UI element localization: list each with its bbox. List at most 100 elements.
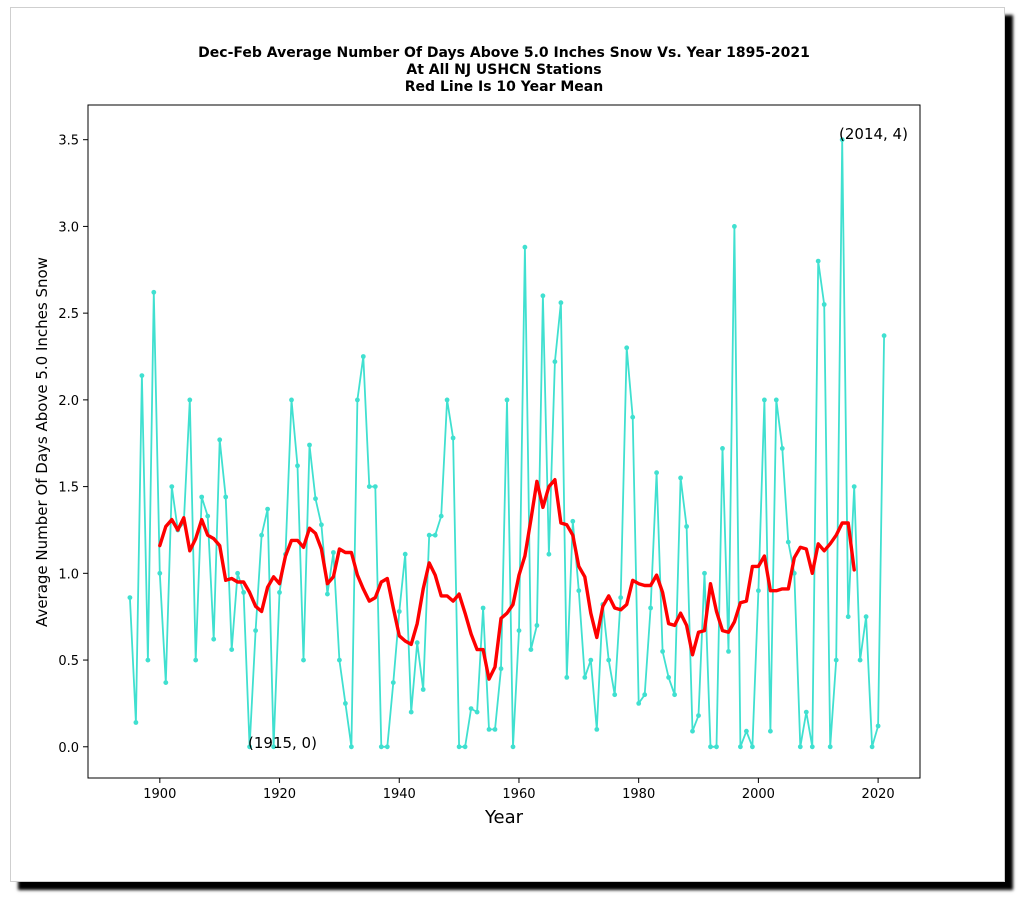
yearly-data-point [307, 442, 312, 448]
y-axis-ticks: 0.0 0.5 1.0 1.5 2.0 2.5 3.0 3.5 [58, 134, 88, 756]
yearly-data-point [462, 744, 468, 750]
yearly-data-point [205, 513, 211, 519]
yearly-data-point [360, 354, 366, 359]
yearly-data-point [612, 692, 618, 698]
yearly-data-point [672, 692, 677, 698]
yearly-data-point [570, 518, 576, 524]
x-tick-label: 2020 [862, 787, 895, 802]
yearly-data-point [588, 657, 594, 663]
yearly-data-point [331, 550, 336, 555]
yearly-data-point [558, 300, 564, 306]
yearly-data-point [474, 709, 480, 715]
yearly-data-point [151, 289, 157, 295]
yearly-data-point [660, 649, 665, 654]
yearly-data-point [133, 720, 139, 725]
yearly-data-point [582, 675, 588, 680]
yearly-data-point [845, 614, 851, 620]
yearly-data-point [456, 744, 462, 750]
yearly-data-point [313, 496, 318, 502]
yearly-data-point [738, 744, 743, 750]
y-axis-label: Average Number Of Days Above 5.0 Inches … [33, 257, 51, 627]
yearly-data-point [163, 680, 169, 685]
yearly-data-point [504, 397, 510, 403]
annotation-min: (1915, 0) [248, 734, 317, 752]
yearly-data-point [450, 435, 456, 441]
yearly-data-point [768, 728, 773, 734]
y-tick-label: 1.5 [58, 481, 79, 496]
yearly-data-point [528, 647, 534, 652]
yearly-data-point [773, 397, 779, 403]
yearly-data-point [187, 397, 193, 403]
yearly-data-point [696, 713, 701, 718]
yearly-data-point [552, 359, 558, 365]
yearly-data-point [265, 506, 270, 512]
yearly-data-point [438, 513, 444, 519]
yearly-data-point [720, 446, 725, 451]
yearly-data-point [396, 609, 402, 614]
title-line-1: Dec-Feb Average Number Of Days Above 5.0… [198, 45, 810, 61]
yearly-data-point [522, 244, 528, 250]
yearly-data-point [325, 591, 330, 597]
yearly-data-point [690, 728, 695, 734]
series-group [127, 137, 887, 750]
yearly-data-point [235, 570, 241, 576]
yearly-data-point [492, 727, 498, 732]
yearly-data-point [564, 675, 570, 680]
title-line-2: At All NJ USHCN Stations [406, 62, 601, 78]
yearly-data-point [762, 397, 767, 403]
yearly-data-point [839, 137, 845, 143]
y-tick-label: 0.5 [58, 654, 79, 669]
yearly-data-point [516, 628, 522, 633]
yearly-data-point [390, 680, 396, 685]
yearly-data-point [295, 463, 300, 469]
yearly-data-point [624, 345, 630, 351]
yearly-data-point [378, 744, 384, 750]
yearly-data-point [127, 595, 133, 600]
yearly-data-point [169, 484, 175, 489]
yearly-data-point [636, 701, 642, 706]
yearly-data-point [851, 484, 857, 489]
yearly-data-point [193, 657, 199, 663]
yearly-data-point [648, 605, 653, 611]
yearly-data-point [702, 570, 707, 576]
x-tick-label: 1940 [383, 787, 416, 802]
x-axis-label: Year [484, 807, 524, 828]
title-line-3: Red Line Is 10 Year Mean [405, 79, 603, 95]
yearly-data-point [606, 657, 612, 663]
yearly-data-point [708, 744, 713, 750]
x-tick-label: 1960 [502, 787, 535, 802]
yearly-data-point [343, 701, 348, 706]
yearly-data-point [618, 595, 624, 600]
yearly-data-point [869, 744, 875, 750]
yearly-data-point [785, 539, 791, 545]
yearly-data-point [337, 657, 342, 663]
yearly-data-point [199, 494, 205, 500]
yearly-data-point [432, 532, 438, 538]
yearly-data-point [875, 723, 881, 729]
yearly-data-point [756, 588, 761, 594]
yearly-data-point [803, 709, 809, 715]
yearly-data-point [420, 687, 426, 692]
yearly-data-point [809, 744, 815, 750]
yearly-data-point [223, 494, 229, 500]
x-tick-label: 1920 [263, 787, 296, 802]
yearly-data-point [486, 727, 492, 732]
yearly-data-point [366, 484, 372, 489]
yearly-data-point [384, 744, 390, 750]
yearly-data-point [642, 692, 648, 698]
y-tick-label: 2.0 [58, 394, 79, 409]
annotation-max: (2014, 4) [839, 125, 908, 143]
yearly-data-point [408, 709, 414, 715]
x-tick-label: 2000 [742, 787, 775, 802]
yearly-data-point [827, 744, 833, 750]
yearly-data-point [253, 628, 258, 633]
yearly-data-point [857, 657, 863, 663]
y-tick-label: 3.5 [58, 134, 79, 149]
yearly-data-point [678, 475, 683, 481]
yearly-data-point [349, 744, 354, 750]
yearly-data-point [319, 522, 324, 528]
yearly-data-point [815, 258, 821, 264]
yearly-data-point [666, 675, 671, 680]
yearly-data-point [821, 302, 827, 307]
